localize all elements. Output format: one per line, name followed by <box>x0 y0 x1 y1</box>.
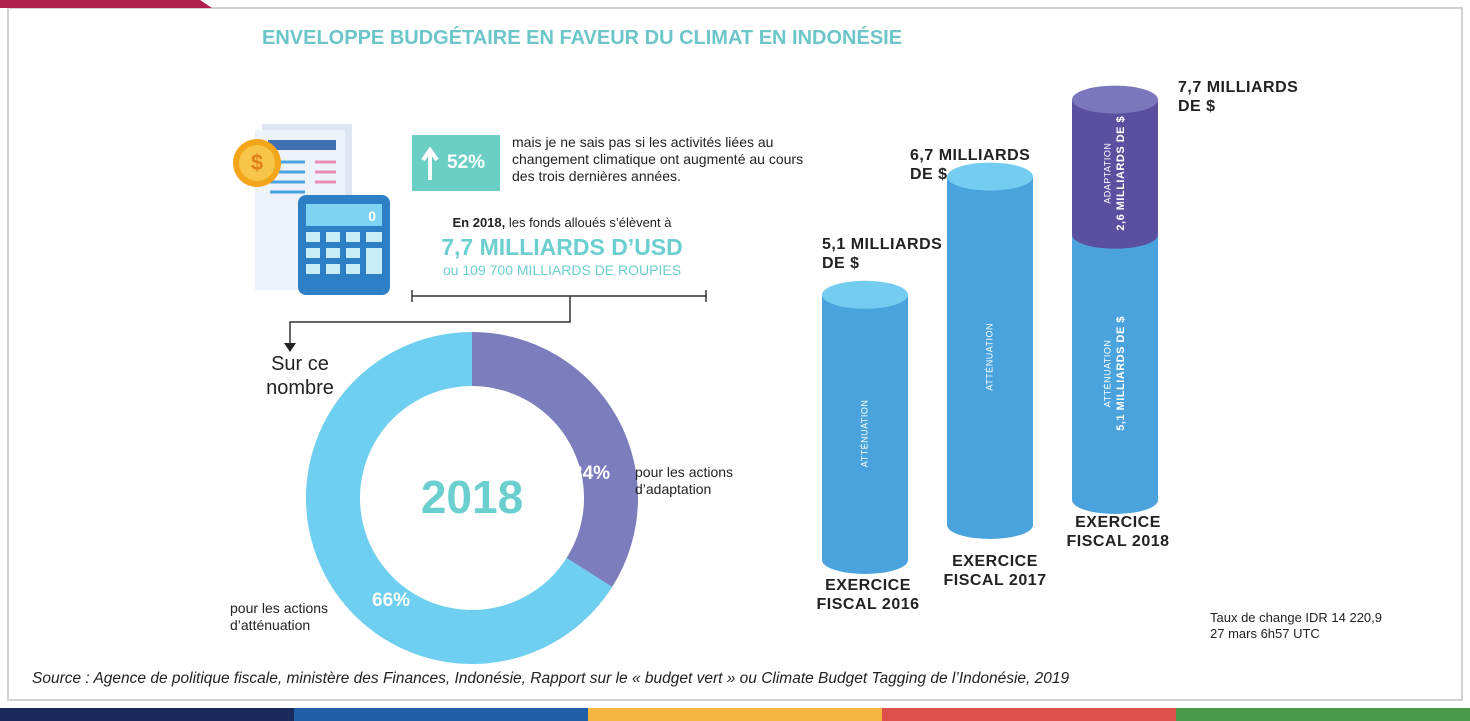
cylinder-top <box>1072 86 1158 114</box>
stat-label: 52% <box>447 152 485 175</box>
category-label: EXERCICE FISCAL 2017 <box>935 552 1055 590</box>
segment-series-label: ATTÉNUATION <box>984 323 994 391</box>
total-label: 7,7 MILLIARDS DE $ <box>1178 78 1318 116</box>
segment-series-label: ATTÉNUATION <box>859 400 869 468</box>
donut-value-label: 66% <box>372 590 410 613</box>
source: Source : Agence de politique fiscale, mi… <box>32 670 1069 689</box>
category-label: EXERCICE FISCAL 2016 <box>808 576 928 614</box>
donut-center-label: 2018 <box>372 470 572 525</box>
donut-category-label: pour les actions d’adaptation <box>635 464 765 498</box>
cylinder-top <box>822 281 908 309</box>
corner-accent <box>0 0 212 8</box>
title: ENVELOPPE BUDGÉTAIRE EN FAVEUR DU CLIMAT… <box>262 26 902 50</box>
segment-value-label: 2,6 MILLIARDS DE $ <box>1115 116 1127 231</box>
segment-series-label: ADAPTATION <box>1102 143 1112 204</box>
svg-text:$: $ <box>251 150 263 175</box>
infographic: $ 0 ATTÉNUATIONATTÉNUATIONATTÉNUATION5,1… <box>0 0 1470 721</box>
donut-category-label: pour les actions d’atténuation <box>230 600 350 634</box>
total-label: 6,7 MILLIARDS DE $ <box>910 146 1050 184</box>
total-label: 5,1 MILLIARDS DE $ <box>822 235 962 273</box>
arrow-head <box>284 343 296 352</box>
funding-amount: 7,7 MILLIARDS D’USD <box>412 234 712 262</box>
donut-value-label: 34% <box>572 463 610 486</box>
funding-amount-alt: ou 109 700 MILLIARDS DE ROUPIES <box>412 262 712 279</box>
funding-lead: les fonds alloués s’élèvent à <box>509 215 672 230</box>
funding-lead-bold: En 2018, <box>453 215 506 230</box>
note-2: 27 mars 6h57 UTC <box>1210 626 1320 642</box>
donut-segment <box>472 332 638 587</box>
stat-text: mais je ne sais pas si les activités lié… <box>512 134 812 184</box>
svg-text:0: 0 <box>368 208 376 224</box>
segment-series-label: ATTÉNUATION <box>1102 340 1112 408</box>
note-1: Taux de change IDR 14 220,9 <box>1210 610 1382 626</box>
segment-value-label: 5,1 MILLIARDS DE $ <box>1115 316 1127 431</box>
calculator-icon: $ 0 <box>233 124 390 295</box>
category-label: EXERCICE FISCAL 2018 <box>1058 513 1178 551</box>
bottom-strip <box>0 708 1470 721</box>
donut-intro: Sur ce nombre <box>250 352 350 400</box>
